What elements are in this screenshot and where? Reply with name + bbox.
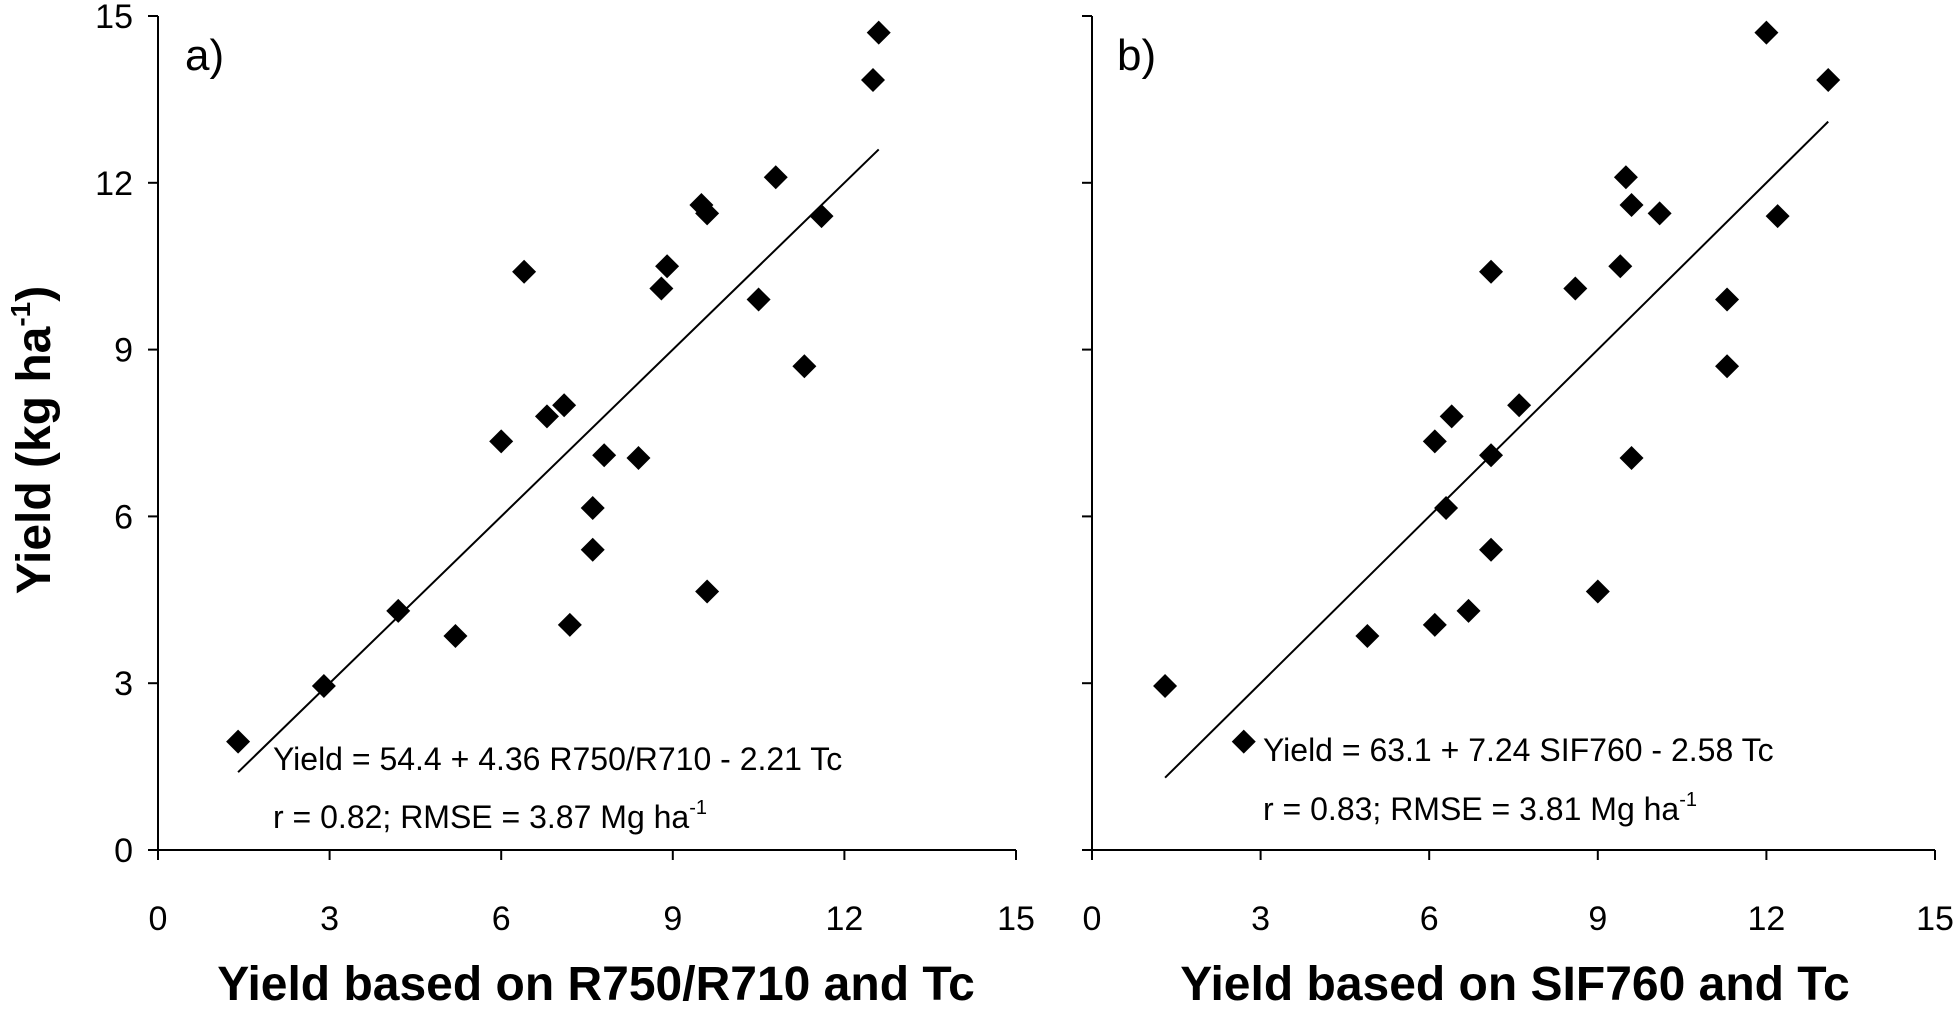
panel-a-data-point [226,729,251,754]
panel-a-label: a) [185,31,224,80]
panel-a-y-tick-label: 15 [95,0,133,36]
panel-a-x-axis-title: Yield based on R750/R710 and Tc [217,958,975,1011]
panel-a-y-tick-label: 12 [95,165,133,203]
panel-a-data-point [489,429,514,454]
panel-a-data-point [512,259,537,284]
panel-a-data-point [695,201,720,226]
panel-a-y-tick-label: 6 [114,498,133,536]
panel-b-points [1153,20,1841,754]
panel-a-data-point [866,20,891,45]
panel-a-points [226,20,891,754]
panel-a-x-tick-label: 0 [149,900,168,938]
panel-a-data-point [861,67,885,92]
panel-b-data-point [1456,598,1481,623]
panel-a-data-point [695,579,720,604]
panel-a-x-tick-label: 9 [663,900,682,938]
panel-b-stats: r = 0.83; RMSE = 3.81 Mg ha-1 [1263,789,1697,827]
y-axis-title-close: ) [8,286,61,302]
y-axis-title-main: Yield (kg ha [8,326,61,594]
panel-b-data-point [1153,673,1178,698]
panel-a-data-point [311,673,336,698]
panel-a-y-tick-label: 9 [114,332,133,370]
panel-a-x-tick-label: 3 [320,900,339,938]
panel-a-axes [157,16,1016,851]
panel-b-x-axis-title: Yield based on SIF760 and Tc [1180,958,1850,1011]
panel-a-data-point [649,276,674,301]
panel-b-data-point [1608,254,1633,279]
panel-b-data-point [1619,446,1644,471]
panel-b-data-point [1585,579,1610,604]
panel-a-data-point [746,287,771,312]
panel-b-data-point [1647,201,1672,226]
panel-b-data-point [1715,287,1740,312]
panel-a-data-point [557,612,582,637]
panel-b-stats-main: r = 0.83; RMSE = 3.81 Mg ha [1263,791,1679,827]
panel-a-data-point [809,204,834,229]
panel-a: 0 3 6 9 12 15 0 3 6 9 12 15 a) Yield = 54.4 + 4.36 … [95,0,1035,1011]
panel-b-x-tick-label: 12 [1747,900,1785,938]
panel-b-data-point [1479,259,1504,284]
panel-a-data-point [580,537,605,562]
panel-b-data-point [1754,20,1779,45]
panel-b-data-point [1715,354,1740,379]
panel-a-data-point [580,496,605,521]
panel-a-data-point [443,623,468,648]
panel-b-data-point [1439,404,1464,429]
panel-b-x-tick-label: 15 [1916,900,1954,938]
panel-b-x-tick-label: 9 [1588,900,1607,938]
panel-a-y-tick-label: 3 [114,665,133,703]
panel-b-equation: Yield = 63.1 + 7.24 SIF760 - 2.58 Tc [1263,732,1774,768]
panel-b-axes [1091,16,1935,851]
panel-a-stats: r = 0.82; RMSE = 3.87 Mg ha-1 [273,797,707,835]
panel-b-label: b) [1117,31,1156,80]
panel-a-data-point [655,254,680,279]
panel-b-data-point [1434,496,1459,521]
panel-b-x-tick-label: 3 [1251,900,1270,938]
panel-a-stats-sup: -1 [689,797,707,819]
panel-b-data-point [1765,204,1790,229]
panel-a-equation: Yield = 54.4 + 4.36 R750/R710 - 2.21 Tc [273,741,842,777]
panel-a-x-tick-label: 12 [825,900,863,938]
panel-b-data-point [1816,67,1841,92]
y-axis-title-sup: -1 [5,302,36,327]
panel-b-stats-sup: -1 [1679,789,1697,811]
panel-a-data-point [792,354,817,379]
panel-b-data-point [1479,537,1504,562]
y-axis-title: Yield (kg ha-1) [5,286,61,595]
panel-a-ticks: 0 3 6 9 12 15 0 3 6 9 12 15 [95,0,1035,938]
panel-a-data-point [763,165,788,190]
panel-b-data-point [1355,623,1380,648]
panel-a-data-point [592,443,617,468]
panel-b-x-tick-label: 0 [1083,900,1102,938]
panel-b-data-point [1619,193,1644,218]
panel-b-data-point [1613,165,1638,190]
panel-b-data-point [1422,429,1447,454]
panel-b-x-tick-label: 6 [1420,900,1439,938]
panel-a-fit-group [237,148,880,773]
panel-b-data-point [1231,729,1256,754]
panel-a-x-tick-label: 15 [997,900,1035,938]
panel-b-ticks: 0 3 6 9 12 15 [1082,15,1954,938]
panel-b: 0 3 6 9 12 15 b) Yield = 63.1 + 7.24 SIF760 -… [1082,15,1954,1011]
panel-a-fit-line [237,148,880,773]
panel-a-data-point [386,598,411,623]
panel-a-data-point [534,404,559,429]
panel-b-data-point [1422,612,1447,637]
panel-a-data-point [552,393,577,418]
panel-a-y-tick-label: 0 [114,832,133,870]
panel-a-stats-main: r = 0.82; RMSE = 3.87 Mg ha [273,799,689,835]
panel-b-data-point [1507,393,1532,418]
panel-b-data-point [1479,443,1504,468]
panel-a-data-point [626,446,651,471]
panel-a-x-tick-label: 6 [492,900,511,938]
panel-b-data-point [1563,276,1588,301]
